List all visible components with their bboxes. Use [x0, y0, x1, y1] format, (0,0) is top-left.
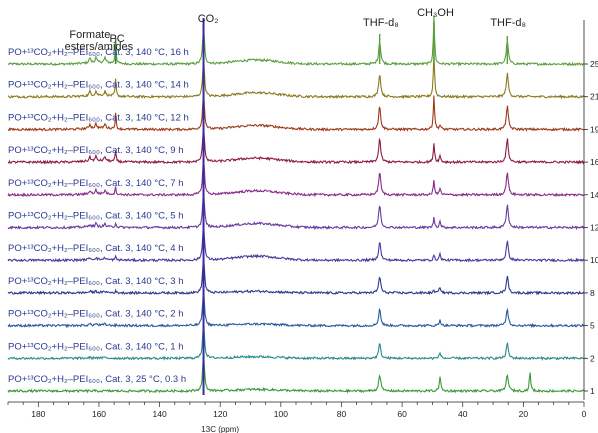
- spectrum-trace: [7, 286, 585, 329]
- spectrum-trace: [7, 124, 585, 165]
- right-tick-label: 16: [590, 157, 598, 167]
- x-tick-label: 120: [213, 409, 227, 419]
- right-tick-label: 21: [590, 92, 598, 102]
- series-label: PO+¹³CO₂+H₂–PEI₆₀₀, Cat. 3, 140 °C, 14 h: [8, 80, 189, 91]
- right-tick-label: 12: [590, 223, 598, 233]
- x-tick-label: 40: [458, 409, 468, 419]
- series-label: PO+¹³CO₂+H₂–PEI₆₀₀, Cat. 3, 140 °C, 9 h: [8, 145, 184, 156]
- series-label: PO+¹³CO₂+H₂–PEI₆₀₀, Cat. 3, 140 °C, 4 h: [8, 243, 184, 254]
- series-label: PO+¹³CO₂+H₂–PEI₆₀₀, Cat. 3, 140 °C, 3 h: [8, 276, 184, 287]
- spectrum-trace: [7, 188, 585, 231]
- x-tick-label: 180: [31, 409, 45, 419]
- right-tick-label: 8: [590, 288, 595, 298]
- peak-annotation: THF-d₈: [490, 17, 526, 29]
- spectrum-trace: [7, 156, 585, 198]
- x-tick-label: 100: [274, 409, 288, 419]
- series-label: PO+¹³CO₂+H₂–PEI₆₀₀, Cat. 3, 25 °C, 0.3 h: [8, 374, 186, 385]
- right-tick-label: 2: [590, 353, 595, 363]
- series-label: PO+¹³CO₂+H₂–PEI₆₀₀, Cat. 3, 140 °C, 2 h: [8, 309, 184, 320]
- x-tick-label: 160: [92, 409, 106, 419]
- spectrum-trace: [7, 255, 585, 296]
- right-tick-label: 25: [590, 59, 598, 69]
- peak-annotation: PC: [109, 33, 124, 45]
- series-label: PO+¹³CO₂+H₂–PEI₆₀₀, Cat. 3, 140 °C, 5 h: [8, 211, 184, 222]
- series-label: PO+¹³CO₂+H₂–PEI₆₀₀, Cat. 3, 140 °C, 1 h: [8, 341, 184, 352]
- series-labels: PO+¹³CO₂+H₂–PEI₆₀₀, Cat. 3, 140 °C, 16 h…: [8, 47, 189, 385]
- peak-annotation: Formate: [69, 29, 110, 41]
- spectrum-trace: [7, 352, 585, 394]
- x-tick-label: 60: [397, 409, 407, 419]
- right-tick-label: 19: [590, 124, 598, 134]
- spectra-traces: [7, 15, 585, 395]
- x-tick-label: 80: [337, 409, 347, 419]
- right-tick-label: 5: [590, 321, 595, 331]
- right-tick-label: 10: [590, 255, 598, 265]
- x-tick-label: 20: [519, 409, 529, 419]
- peak-annotation: esters/amides: [65, 41, 134, 53]
- spectrum-trace: [7, 15, 585, 67]
- series-label: PO+¹³CO₂+H₂–PEI₆₀₀, Cat. 3, 140 °C, 12 h: [8, 112, 189, 123]
- x-axis: 180 160 140 120 100 80 60 40 20 0 13C (ppm): [7, 401, 587, 433]
- x-tick-label: 140: [152, 409, 166, 419]
- right-tick-label: 1: [590, 386, 595, 396]
- peak-annotation: CH₃OH: [417, 7, 454, 19]
- peak-annotation: THF-d₈: [363, 17, 399, 29]
- spectrum-trace: [7, 320, 585, 361]
- series-label: PO+¹³CO₂+H₂–PEI₆₀₀, Cat. 3, 140 °C, 7 h: [8, 178, 184, 189]
- peak-annotation: CO₂: [198, 13, 219, 25]
- x-tick-label: 0: [582, 409, 587, 419]
- spectrum-trace: [7, 223, 585, 263]
- series-label: PO+¹³CO₂+H₂–PEI₆₀₀, Cat. 3, 140 °C, 16 h: [8, 47, 189, 58]
- right-tick-label: 14: [590, 190, 598, 200]
- x-axis-title: 13C (ppm): [201, 425, 239, 433]
- spectrum-trace: [7, 90, 585, 132]
- spectrum-trace: [7, 54, 585, 100]
